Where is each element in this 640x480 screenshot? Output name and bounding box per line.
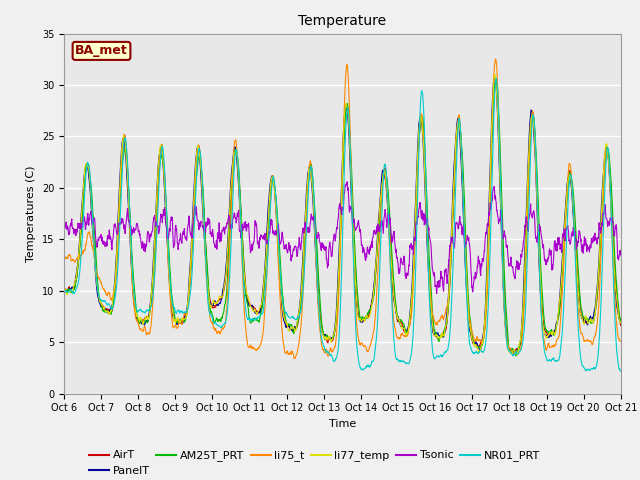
NR01_PRT [617,367,625,373]
PanelT [184,298,191,304]
AirT [552,327,559,333]
AM25T_PRT [617,320,625,325]
AirT [617,323,625,328]
PanelT [617,316,625,322]
Tsonic [502,244,510,250]
Line: li75_t: li75_t [64,59,621,359]
PanelT [512,351,520,357]
Line: AM25T_PRT: AM25T_PRT [64,80,621,356]
PanelT [502,330,509,336]
Tsonic [246,244,254,250]
li75_t [502,332,510,337]
AirT [492,76,499,82]
Tsonic [184,224,191,230]
li77_temp [492,72,499,78]
Tsonic [344,179,351,185]
li77_temp [429,324,436,329]
li77_temp [170,318,178,324]
Line: NR01_PRT: NR01_PRT [64,78,621,371]
AM25T_PRT [429,313,436,319]
AM25T_PRT [552,330,559,336]
li75_t [617,339,625,345]
NR01_PRT [184,306,191,312]
li75_t [552,343,559,348]
Line: li77_temp: li77_temp [64,75,621,355]
Tsonic [429,270,437,276]
PanelT [170,317,178,323]
NR01_PRT [60,291,68,297]
PanelT [60,286,68,292]
li77_temp [184,299,191,304]
PanelT [246,303,254,309]
AM25T_PRT [246,319,254,325]
NR01_PRT [492,75,500,81]
li77_temp [246,303,254,309]
PanelT [491,74,499,80]
Legend: AirT, PanelT, AM25T_PRT, li75_t, li77_temp, Tsonic, NR01_PRT: AirT, PanelT, AM25T_PRT, li75_t, li77_te… [85,446,544,480]
Tsonic [433,291,440,297]
AirT [246,302,254,308]
Text: BA_met: BA_met [75,44,128,58]
AirT [184,303,191,309]
AirT [429,322,436,328]
Line: Tsonic: Tsonic [64,182,621,294]
Tsonic [170,243,178,249]
Line: AirT: AirT [64,79,621,352]
AirT [508,349,516,355]
li75_t [170,323,178,329]
NR01_PRT [429,350,436,356]
AM25T_PRT [184,302,191,308]
AirT [60,285,68,291]
li75_t [60,253,68,259]
NR01_PRT [551,358,559,363]
AM25T_PRT [60,290,68,296]
AirT [170,318,178,324]
Line: PanelT: PanelT [64,77,621,354]
NR01_PRT [170,305,178,311]
li77_temp [502,328,509,334]
PanelT [552,326,559,332]
NR01_PRT [616,368,624,374]
AM25T_PRT [492,77,500,83]
li75_t [492,56,499,62]
Tsonic [617,248,625,253]
AM25T_PRT [502,304,509,310]
li75_t [246,345,254,351]
AM25T_PRT [512,353,520,359]
Y-axis label: Temperatures (C): Temperatures (C) [26,165,36,262]
Title: Temperature: Temperature [298,14,387,28]
li75_t [291,356,298,361]
AM25T_PRT [170,310,178,316]
Tsonic [60,222,68,228]
Tsonic [552,244,559,250]
NR01_PRT [246,317,254,323]
li77_temp [617,320,625,326]
PanelT [429,329,436,335]
li77_temp [552,331,559,336]
li75_t [184,303,191,309]
AirT [502,322,509,328]
li77_temp [513,352,520,358]
li77_temp [60,286,68,292]
NR01_PRT [502,329,509,335]
X-axis label: Time: Time [329,419,356,429]
li75_t [429,313,437,319]
